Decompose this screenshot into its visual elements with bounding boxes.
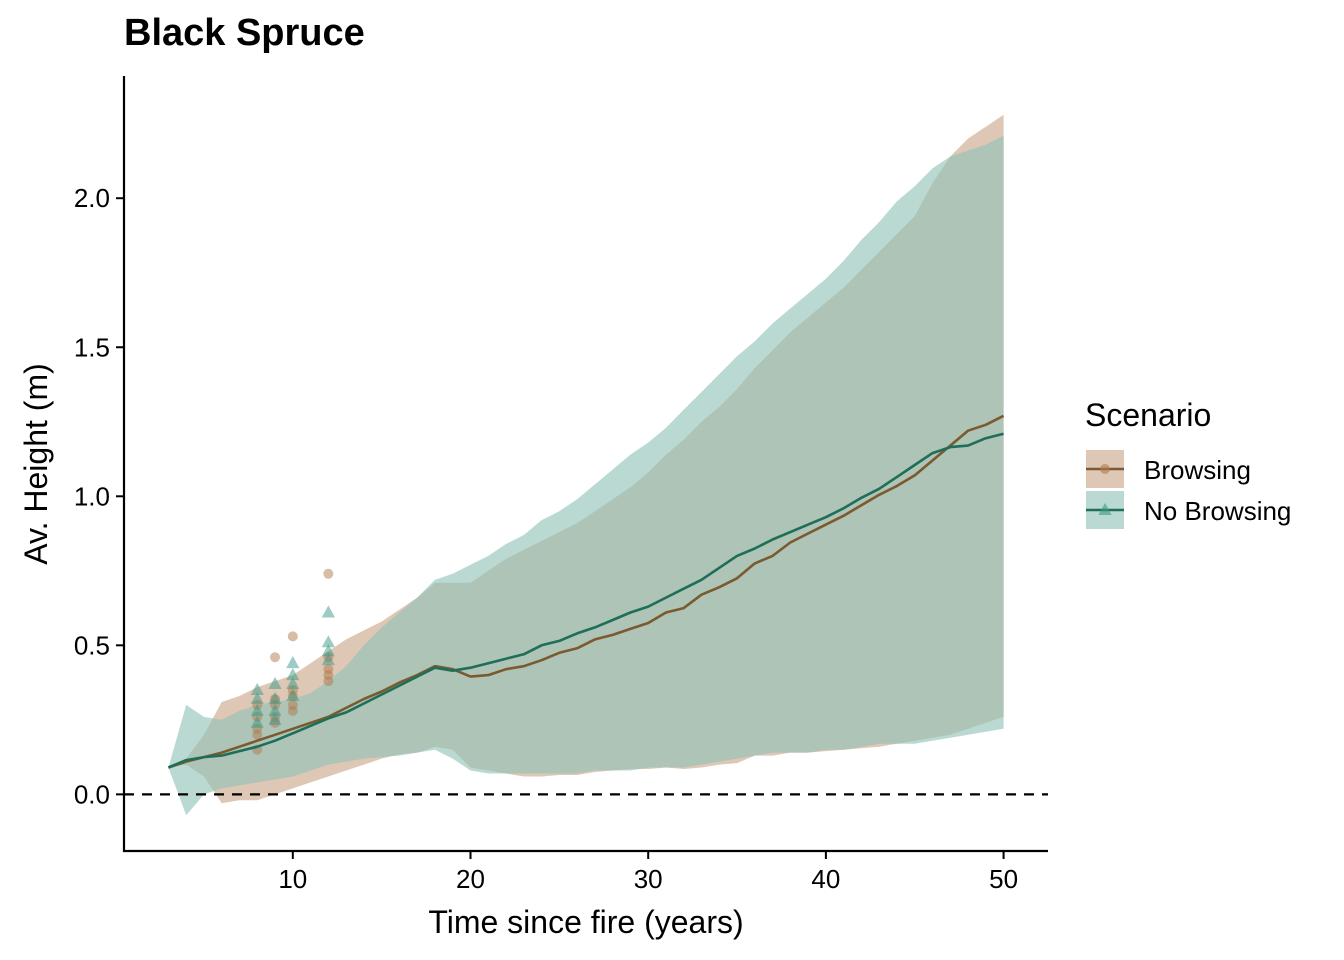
mean-lines-layer [167,414,1005,769]
observed-point-browsing [270,652,281,663]
x-tick-label: 40 [811,864,840,894]
x-tick-label: 10 [278,864,307,894]
chart-title: Black Spruce [124,12,365,54]
legend: Scenario Browsing No Browsing [1085,397,1291,529]
observed-point-no-browsing [321,635,335,648]
observed-point-no-browsing [268,712,282,725]
observed-point-browsing [287,699,298,710]
observed-points-layer [250,568,335,755]
observed-point-no-browsing [250,703,264,716]
observed-point-no-browsing [321,605,335,618]
legend-title: Scenario [1085,397,1211,433]
observed-point-no-browsing [250,715,264,728]
y-tick-label: 0.0 [74,779,110,809]
observed-point-no-browsing [268,703,282,716]
line-no-browsing [167,432,1004,769]
observed-point-no-browsing [321,644,335,657]
observed-point-no-browsing [250,682,264,695]
axes-layer [122,76,1048,853]
ribbon-layer [168,114,1004,816]
observed-point-no-browsing [268,676,282,690]
observed-point-browsing [323,664,334,675]
x-axis-title: Time since fire (years) [428,904,743,940]
y-axis-title: Av. Height (m) [18,363,54,565]
ribbon-no-browsing [168,135,1004,816]
y-tick-label: 2.0 [74,183,110,213]
observed-point-no-browsing [268,691,282,704]
legend-marker-no-browsing [1098,502,1112,515]
y-tick-label: 1.5 [74,332,110,362]
x-tick-label: 30 [634,864,663,894]
line-browsing [167,414,1005,769]
y-tick-label: 1.0 [74,481,110,511]
observed-point-no-browsing [286,688,300,701]
x-tick-label: 50 [989,864,1018,894]
observed-point-browsing [323,568,334,579]
legend-label-no-browsing: No Browsing [1144,496,1291,526]
y-tick-label: 0.5 [74,630,110,660]
observed-point-no-browsing [286,676,300,690]
x-tick-label: 20 [456,864,485,894]
observed-point-browsing [287,631,298,642]
ticks-layer: 10 20 30 40 50 0.0 0.5 1.0 1.5 2.0 [74,183,1018,894]
observed-point-no-browsing [286,656,300,669]
observed-point-no-browsing [286,667,300,681]
observed-point-no-browsing [250,691,264,704]
legend-marker-browsing [1100,464,1110,474]
observed-point-no-browsing [321,653,335,666]
legend-label-browsing: Browsing [1144,455,1251,485]
